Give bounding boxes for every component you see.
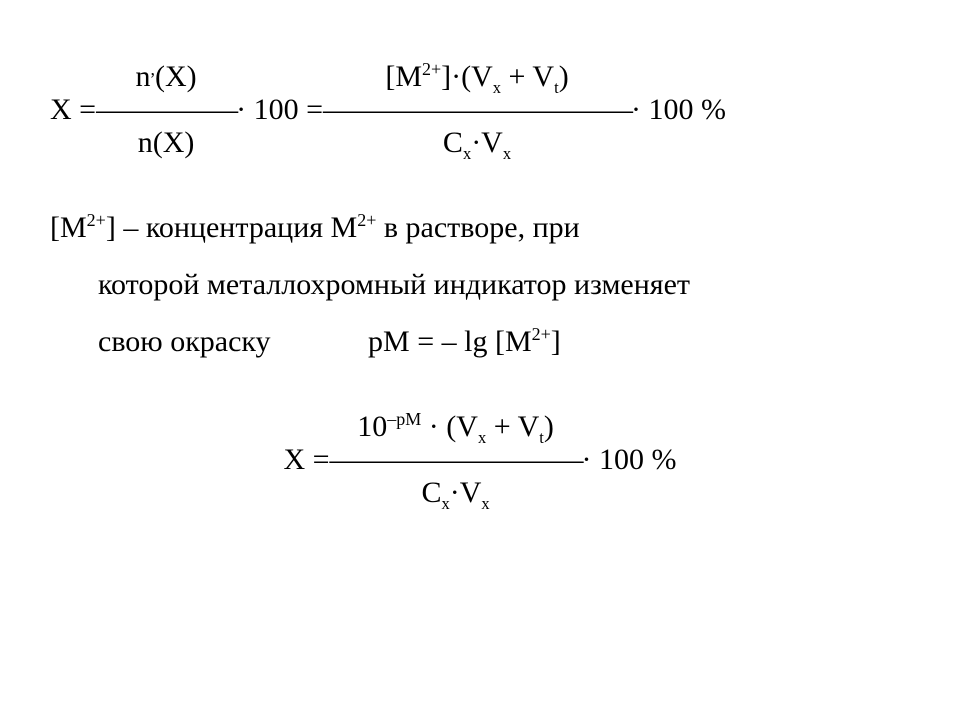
- eq1-tail: · 100 %: [631, 87, 726, 132]
- eq1-frac2-denominator: Cx·Vx: [437, 126, 517, 159]
- eq2-denominator: Cx·Vx: [415, 476, 495, 509]
- text-line-3a: свою окраску: [98, 325, 271, 358]
- eq2-tail: · 100 %: [582, 437, 677, 482]
- explanation-text: [M2+] – концентрация M2+ в растворе, при…: [50, 199, 910, 370]
- eq2-fraction: 10–pM · (Vx + Vt) ————————— Cx·Vx: [330, 410, 582, 509]
- text-line-2: которой металлохромный индикатор изменяе…: [50, 256, 910, 313]
- formula-slide: X = n,(X) ————— n(X) · 100 = [M2+]·(Vx +…: [0, 0, 960, 549]
- pm-definition: pM = – lg [M2+]: [368, 313, 561, 370]
- fraction-line: —————: [96, 93, 236, 126]
- eq1-mid: · 100 =: [236, 87, 323, 132]
- eq1-frac1-numerator: n,(X): [130, 60, 203, 93]
- equation-2-wrap: X = 10–pM · (Vx + Vt) ————————— Cx·Vx · …: [50, 410, 910, 509]
- eq1-lhs: X =: [50, 87, 96, 132]
- eq1-frac1-denominator: n(X): [132, 126, 201, 159]
- text-line-3: свою окраску pM = – lg [M2+]: [50, 313, 910, 370]
- equation-1: X = n,(X) ————— n(X) · 100 = [M2+]·(Vx +…: [50, 60, 910, 159]
- fraction-line: ———————————: [323, 93, 631, 126]
- eq2-numerator: 10–pM · (Vx + Vt): [351, 410, 560, 443]
- fraction-line: —————————: [330, 443, 582, 476]
- eq1-frac2-numerator: [M2+]·(Vx + Vt): [379, 60, 574, 93]
- equation-2: X = 10–pM · (Vx + Vt) ————————— Cx·Vx · …: [283, 410, 676, 509]
- eq2-lhs: X =: [283, 437, 329, 482]
- eq1-fraction-2: [M2+]·(Vx + Vt) ——————————— Cx·Vx: [323, 60, 631, 159]
- eq1-fraction-1: n,(X) ————— n(X): [96, 60, 236, 159]
- text-line-1: [M2+] – концентрация M2+ в растворе, при: [50, 199, 910, 256]
